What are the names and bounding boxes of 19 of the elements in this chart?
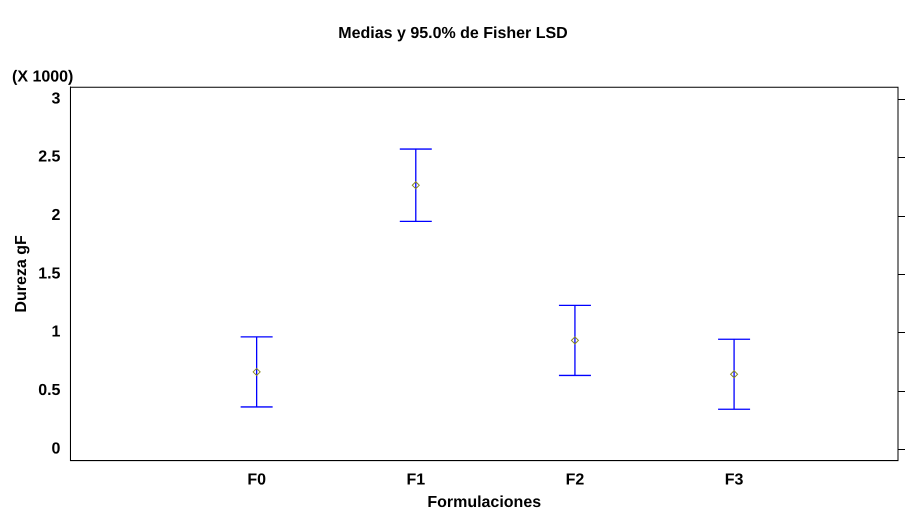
x-tick-label: F1 (406, 472, 426, 489)
x-tick-label: F3 (724, 472, 744, 489)
point (570, 336, 579, 344)
y-tick-label: 0 (52, 440, 61, 458)
x-tick-label: F2 (566, 472, 584, 489)
y-tick-label: 0.5 (38, 382, 61, 399)
point (412, 181, 420, 190)
y-tick-label: 1 (52, 324, 61, 341)
y-tick-label: 1.5 (38, 265, 61, 282)
point (252, 368, 261, 376)
chart-title: Medias y 95.0% de Fisher LSD (338, 25, 568, 42)
y-tick-label: 2.5 (38, 148, 61, 166)
y-axis-title: Dureza gF (13, 235, 30, 313)
x-tick-label: F0 (247, 472, 266, 489)
y-tick-label: 2 (52, 206, 61, 224)
text: (X 1000) (12, 68, 74, 86)
point (730, 370, 738, 378)
y-tick-label: 3 (52, 90, 61, 108)
x-axis-title: Formulaciones (427, 494, 542, 511)
